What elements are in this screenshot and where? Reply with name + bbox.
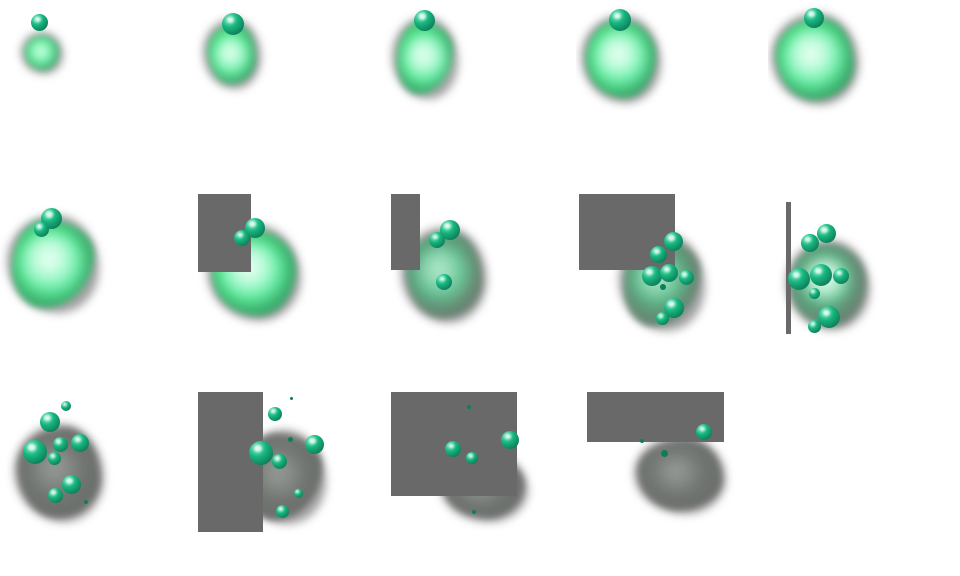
- cell-speck-1: [661, 450, 668, 457]
- stem-cell-sphere-8: [48, 488, 63, 503]
- stem-cell-sphere-4: [53, 437, 68, 452]
- spheroid-render-r3c3: [384, 384, 576, 576]
- stem-cell-sphere-4: [810, 264, 832, 286]
- stem-cell-sphere-1: [696, 424, 712, 440]
- panel-row1-col4: [576, 0, 768, 192]
- spheroid-core-glow: [594, 30, 648, 88]
- spheroid-core-glow: [404, 34, 448, 86]
- panel-row1-col5: [768, 0, 960, 192]
- stem-cell-sphere-1: [440, 220, 460, 240]
- stem-cell-sphere-2: [429, 232, 445, 248]
- panel-row2-col3: [384, 192, 576, 384]
- spheroid-render-r1c1: [0, 0, 192, 192]
- spheroid-render-r3c5: [768, 384, 960, 576]
- panel-row1-col2: [192, 0, 384, 192]
- panel-row2-col1: [0, 192, 192, 384]
- stem-cell-sphere-3: [272, 454, 287, 469]
- stem-cell-sphere-2: [40, 412, 60, 432]
- spheroid-core-glow: [30, 41, 54, 65]
- stem-cell-sphere-6: [809, 288, 820, 299]
- stem-cell-sphere-1: [61, 401, 71, 411]
- stem-cell-sphere-3: [788, 268, 810, 290]
- stem-cell-sphere-4: [305, 435, 324, 454]
- stem-cell-sphere-1: [609, 9, 631, 31]
- spheroid-render-r3c4: [576, 384, 768, 576]
- spheroid-core-glow: [214, 36, 250, 78]
- spheroid-core-glow: [784, 28, 844, 90]
- stem-cell-sphere-2: [650, 246, 667, 263]
- stem-cell-sphere-5: [294, 489, 303, 498]
- spheroid-render-r1c5: [768, 0, 960, 192]
- cell-speck-1: [288, 437, 293, 442]
- stem-cell-sphere-1: [664, 232, 683, 251]
- stem-cell-sphere-1: [222, 13, 244, 35]
- stem-cell-sphere-1: [445, 441, 461, 457]
- cell-speck-2: [290, 397, 293, 400]
- panel-row1-col1: [0, 0, 192, 192]
- panel-row1-col3: [384, 0, 576, 192]
- spheroid-render-r3c2: [192, 384, 384, 576]
- spheroid-core-glow: [656, 456, 702, 494]
- stem-cell-sphere-2: [249, 441, 273, 465]
- spheroid-render-r2c1: [0, 192, 192, 384]
- stem-cell-sphere-5: [71, 434, 89, 452]
- spheroid-render-r1c3: [384, 0, 576, 192]
- cell-speck-2: [472, 510, 476, 514]
- spheroid-render-r3c1: [0, 384, 192, 576]
- stem-cell-sphere-2: [801, 234, 819, 252]
- panel-row2-col4: [576, 192, 768, 384]
- spheroid-render-r2c5: [768, 192, 960, 384]
- stem-cell-sphere-2: [34, 222, 49, 237]
- stem-cell-sphere-5: [679, 270, 694, 285]
- occluder-plate-1: [391, 194, 420, 270]
- panel-row3-col5: [768, 384, 960, 576]
- stem-cell-sphere-8: [808, 320, 821, 333]
- occluder-plate-1: [786, 202, 791, 334]
- stem-cell-sphere-6: [276, 505, 289, 518]
- stem-cell-sphere-7: [656, 312, 669, 325]
- panel-row2-col5: [768, 192, 960, 384]
- panel-row3-col2: [192, 384, 384, 576]
- panel-row3-col4: [576, 384, 768, 576]
- stem-cell-sphere-3: [436, 274, 452, 290]
- stem-cell-sphere-6: [48, 452, 61, 465]
- stem-cell-sphere-1: [268, 407, 282, 421]
- spheroid-render-r1c2: [192, 0, 384, 192]
- spheroid-render-r2c3: [384, 192, 576, 384]
- spheroid-render-r1c4: [576, 0, 768, 192]
- stem-cell-sphere-1: [31, 14, 48, 31]
- stem-cell-sphere-1: [804, 8, 824, 28]
- panel-row3-col1: [0, 384, 192, 576]
- cell-speck-1: [660, 284, 666, 290]
- cell-speck-1: [84, 500, 88, 504]
- stem-cell-sphere-7: [62, 475, 81, 494]
- stem-cell-sphere-1: [817, 224, 836, 243]
- stem-cell-sphere-3: [501, 431, 519, 449]
- cell-speck-1: [467, 405, 471, 409]
- cell-speck-2: [640, 439, 644, 443]
- stem-cell-sphere-4: [660, 264, 678, 282]
- spheroid-render-r2c2: [192, 192, 384, 384]
- panel-row2-col2: [192, 192, 384, 384]
- stem-cell-sphere-3: [23, 440, 47, 464]
- stem-cell-sphere-3: [642, 266, 662, 286]
- stem-cell-sphere-1: [414, 10, 435, 31]
- stem-cell-sphere-2: [234, 230, 250, 246]
- stem-cell-sphere-1: [245, 218, 265, 238]
- panel-row3-col3: [384, 384, 576, 576]
- stem-cell-sphere-6: [664, 298, 684, 318]
- stem-cell-sphere-7: [818, 306, 840, 328]
- stem-cell-sphere-5: [833, 268, 849, 284]
- spheroid-core-glow: [20, 232, 84, 296]
- spheroid-render-r2c4: [576, 192, 768, 384]
- stem-cell-sphere-2: [466, 452, 478, 464]
- spheroid-body: [638, 440, 722, 510]
